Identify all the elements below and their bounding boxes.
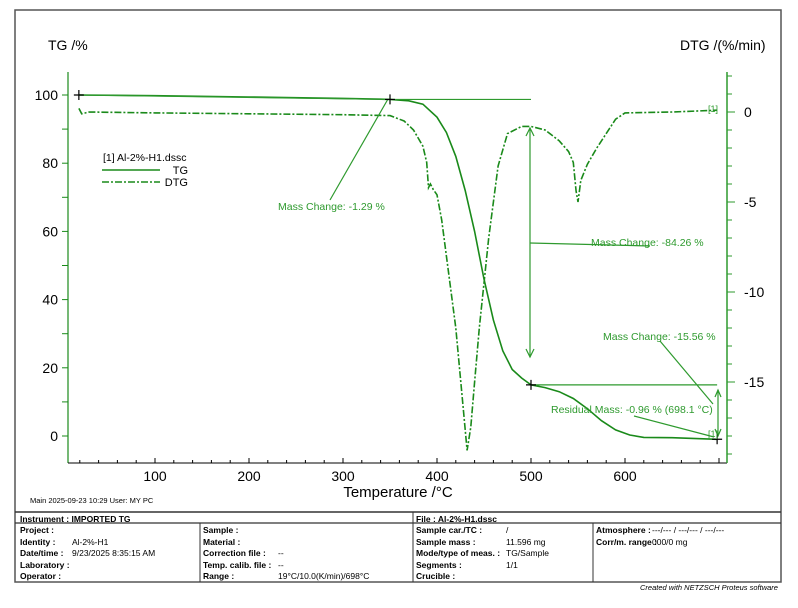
arrow-heads-2 — [525, 126, 535, 359]
x-tick-label: 500 — [519, 468, 543, 484]
col4-value: 000/0 mg — [652, 536, 688, 547]
footer-credit: Created with NETZSCH Proteus software — [640, 583, 778, 592]
col2-label: Range : — [203, 571, 235, 582]
legend-title: [1] Al-2%-H1.dssc — [103, 152, 186, 164]
leader-mc2 — [529, 242, 651, 247]
x-axis-title: Temperature /°C — [343, 484, 453, 501]
y-right-tick-label: -15 — [744, 374, 764, 390]
y-left-tick-label: 80 — [42, 155, 58, 171]
y-right-tick-label: -5 — [744, 194, 757, 210]
col2-label: Sample : — [203, 525, 239, 535]
y-left-tick-label: 60 — [42, 223, 58, 239]
legend-dtg-label: DTG — [165, 177, 188, 189]
step-marker — [73, 90, 84, 100]
y-right-tick-label: -10 — [744, 284, 764, 300]
col4-value: ---/--- / ---/--- / ---/--- — [652, 525, 725, 535]
series-dtg-line — [78, 108, 718, 451]
col3-label: Sample car./TC : — [416, 525, 483, 535]
col1-label: Date/time : — [20, 548, 64, 559]
y-right-tick-label: 0 — [744, 104, 752, 120]
x-tick-label: 200 — [237, 468, 261, 484]
leader-residual — [633, 415, 715, 438]
col3-label: Sample mass : — [416, 536, 476, 547]
instrument-label: Instrument : IMPORTED TG — [20, 514, 131, 524]
leader-mc3 — [659, 340, 714, 405]
annotation-mc2: Mass Change: -84.26 % — [591, 237, 704, 249]
col4-label: Corr/m. range : — [596, 536, 657, 547]
col1-label: Operator : — [20, 571, 62, 582]
annotation-mc3: Mass Change: -15.56 % — [603, 331, 716, 343]
x-tick-label: 400 — [425, 468, 449, 484]
col3-value: / — [506, 525, 509, 535]
annotation-lbl2: [1] — [708, 429, 718, 439]
step-baseline-1 — [78, 94, 391, 101]
step-marker — [526, 379, 536, 390]
col3-value: TG/Sample — [506, 548, 549, 559]
col1-label: Identity : — [20, 536, 56, 547]
y-left-tick-label: 100 — [35, 87, 59, 103]
x-tick-label: 100 — [143, 468, 167, 484]
col2-value: -- — [278, 559, 284, 570]
col2-value: 19°C/10.0(K/min)/698°C — [278, 571, 370, 582]
y-left-tick-label: 20 — [42, 360, 58, 376]
col1-label: Project : — [20, 525, 55, 535]
page-frame — [14, 9, 782, 583]
col2-label: Correction file : — [203, 548, 266, 559]
col1-value: 9/23/2025 8:35:15 AM — [72, 548, 156, 559]
col3-label: Crucible : — [416, 571, 456, 582]
meta-line: Main 2025-09-23 10:29 User: MY PC — [30, 496, 154, 505]
y-left-axis-title: TG /% — [48, 37, 88, 53]
file-label: File : Al-2%-H1.dssc — [416, 514, 497, 524]
col1-label: Laboratory : — [20, 559, 70, 570]
col1-value: Al-2%-H1 — [72, 536, 109, 547]
annotation-res: Residual Mass: -0.96 % (698.1 °C) — [551, 404, 713, 416]
x-tick-label: 300 — [331, 468, 355, 484]
legend-tg-label: TG — [173, 165, 188, 177]
y-left-tick-label: 0 — [50, 428, 58, 444]
col4-label: Atmosphere : — [596, 525, 651, 535]
leader-mc1 — [329, 98, 389, 201]
col2-label: Temp. calib. file : — [203, 559, 272, 570]
col3-value: 11.596 mg — [506, 536, 546, 547]
annotation-mc1: Mass Change: -1.29 % — [278, 201, 385, 213]
annotation-lbl1: [1] — [708, 104, 718, 114]
series-tg-line — [78, 94, 718, 441]
x-tick-label: 600 — [613, 468, 637, 484]
col3-label: Mode/type of meas. : — [416, 548, 501, 559]
y-left-tick-label: 40 — [42, 292, 58, 308]
step-marker — [385, 94, 395, 105]
col2-label: Material : — [203, 536, 241, 547]
step-marker — [712, 434, 723, 445]
col2-value: -- — [278, 548, 284, 559]
col3-label: Segments : — [416, 559, 462, 570]
y-right-axis-title: DTG /(%/min) — [680, 37, 766, 53]
col3-value: 1/1 — [506, 559, 518, 570]
arrow-heads-3 — [714, 388, 722, 438]
